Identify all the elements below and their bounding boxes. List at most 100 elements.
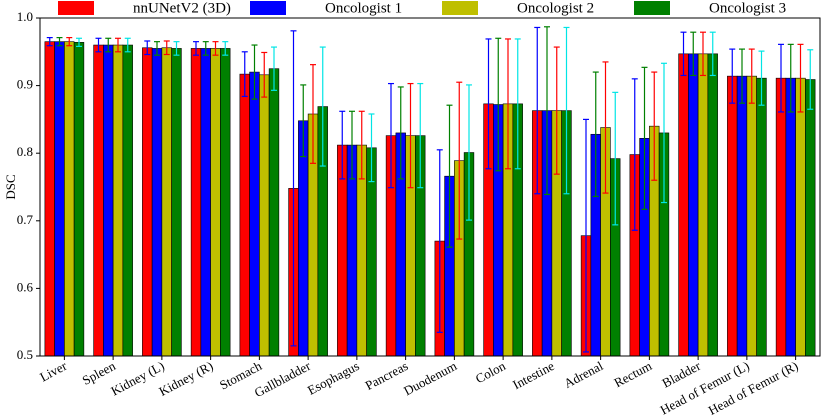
legend-swatch xyxy=(250,1,286,15)
error-bar xyxy=(407,82,414,189)
error-bar xyxy=(456,81,463,240)
error-bar xyxy=(46,37,53,47)
bar xyxy=(259,74,270,357)
bar xyxy=(171,48,182,357)
error-bar xyxy=(115,37,121,53)
error-bar xyxy=(319,46,326,167)
error-bar xyxy=(105,37,112,53)
bar xyxy=(756,77,767,357)
error-bar xyxy=(690,31,697,77)
error-bar xyxy=(602,61,609,194)
error-bar xyxy=(631,78,638,231)
bar xyxy=(736,75,748,357)
error-bar xyxy=(514,38,521,170)
y-tick-label: 0.8 xyxy=(17,144,33,159)
error-bar xyxy=(417,82,424,189)
y-tick-label: 0.6 xyxy=(17,279,34,294)
error-bar xyxy=(124,37,131,53)
bar xyxy=(746,75,757,357)
x-tick-label: Gallbladder xyxy=(252,358,314,400)
error-bar xyxy=(612,91,619,226)
y-tick-label: 1.0 xyxy=(17,9,33,24)
x-tick-label: Intestine xyxy=(510,358,557,392)
bar xyxy=(54,41,65,357)
error-bar xyxy=(739,48,745,104)
bar xyxy=(122,44,133,357)
error-bar xyxy=(154,41,160,56)
error-bar xyxy=(95,37,102,53)
legend-swatch xyxy=(58,1,94,15)
bar xyxy=(268,68,280,357)
bar xyxy=(190,48,202,357)
error-bar xyxy=(583,118,589,353)
error-bar xyxy=(290,30,297,347)
error-bar xyxy=(592,71,599,198)
bar xyxy=(93,44,104,357)
bar xyxy=(678,53,689,357)
error-bar xyxy=(368,113,375,183)
legend-label: Oncologist 2 xyxy=(517,0,594,16)
y-axis-label: DSC xyxy=(3,174,18,199)
bar xyxy=(161,47,172,357)
bar xyxy=(200,48,211,357)
error-bar xyxy=(76,37,82,47)
error-bar xyxy=(397,86,404,180)
bar xyxy=(112,44,124,357)
bar xyxy=(44,41,55,357)
x-tick-label: Liver xyxy=(37,358,69,385)
error-bar xyxy=(651,71,658,181)
legend-swatch xyxy=(442,1,478,15)
error-bar xyxy=(56,37,63,47)
error-bar xyxy=(66,37,73,47)
error-bar xyxy=(553,46,560,175)
bar xyxy=(239,73,250,357)
error-bar xyxy=(700,31,706,77)
error-bar xyxy=(339,110,346,180)
x-tick-label: Colon xyxy=(473,358,509,386)
error-bar xyxy=(466,84,472,221)
error-bar xyxy=(300,84,307,158)
bar xyxy=(795,77,806,357)
plot-frame xyxy=(39,17,821,357)
bar xyxy=(210,48,221,357)
bar xyxy=(64,41,75,357)
x-tick-label: Kidney (R) xyxy=(156,358,215,399)
error-bar xyxy=(349,110,355,180)
bar xyxy=(220,48,231,357)
error-bar xyxy=(485,38,492,170)
error-bar xyxy=(212,41,219,56)
error-bar xyxy=(173,41,180,56)
x-tick-label: Rectum xyxy=(611,358,654,390)
error-bar xyxy=(193,41,199,56)
bar xyxy=(785,77,796,357)
error-bar xyxy=(729,48,736,104)
bar xyxy=(805,79,816,357)
bar xyxy=(151,48,163,357)
legend-label: Oncologist 3 xyxy=(709,0,786,16)
x-tick-label: Kidney (L) xyxy=(108,358,166,399)
error-bar xyxy=(641,66,648,210)
error-bar xyxy=(563,26,570,195)
y-tick-label: 0.9 xyxy=(17,77,33,92)
error-bar xyxy=(505,38,511,170)
bar xyxy=(73,42,85,357)
legend-label: Oncologist 1 xyxy=(325,0,402,16)
legend-swatch xyxy=(634,1,670,15)
bar xyxy=(697,53,709,357)
error-bar xyxy=(680,31,687,77)
error-bar xyxy=(787,43,794,113)
error-bar xyxy=(661,62,667,204)
error-bar xyxy=(446,104,453,248)
bar xyxy=(707,53,718,357)
y-tick-label: 0.5 xyxy=(17,347,33,362)
error-bar xyxy=(144,40,151,56)
error-bar xyxy=(222,41,229,56)
bar xyxy=(103,44,114,357)
error-bar xyxy=(758,50,765,106)
bar xyxy=(142,47,153,357)
error-bar xyxy=(748,48,755,104)
error-bar xyxy=(388,82,394,189)
error-bar xyxy=(271,46,277,91)
error-bar xyxy=(251,44,258,100)
